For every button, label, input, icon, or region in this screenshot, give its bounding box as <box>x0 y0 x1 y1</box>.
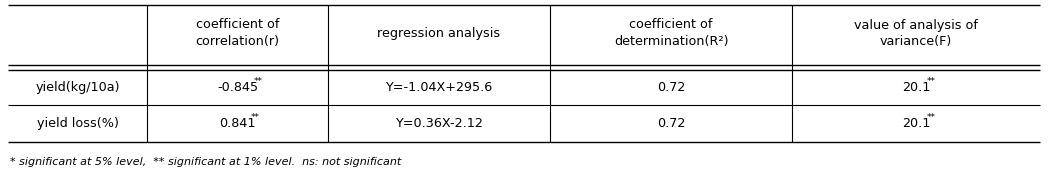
Text: 20.1: 20.1 <box>902 81 931 94</box>
Text: 20.1: 20.1 <box>902 117 931 130</box>
Text: -0.845: -0.845 <box>217 81 258 94</box>
Text: **: ** <box>926 77 936 86</box>
Text: **: ** <box>926 114 936 122</box>
Text: value of analysis of
variance(F): value of analysis of variance(F) <box>854 18 978 48</box>
Text: regression analysis: regression analysis <box>377 27 501 39</box>
Text: yield(kg/10a): yield(kg/10a) <box>36 81 119 94</box>
Text: * significant at 5% level,  ** significant at 1% level.  ns: not significant: * significant at 5% level, ** significan… <box>10 157 401 167</box>
Text: 0.72: 0.72 <box>657 117 685 130</box>
Text: **: ** <box>250 114 260 122</box>
Text: 0.841: 0.841 <box>219 117 256 130</box>
Text: Y=-1.04X+295.6: Y=-1.04X+295.6 <box>386 81 493 94</box>
Text: coefficient of
determination(R²): coefficient of determination(R²) <box>614 18 728 48</box>
Text: yield loss(%): yield loss(%) <box>37 117 118 130</box>
Text: Y=0.36X-2.12: Y=0.36X-2.12 <box>395 117 483 130</box>
Text: coefficient of
correlation(r): coefficient of correlation(r) <box>196 18 280 48</box>
Text: 0.72: 0.72 <box>657 81 685 94</box>
Text: **: ** <box>254 77 262 86</box>
